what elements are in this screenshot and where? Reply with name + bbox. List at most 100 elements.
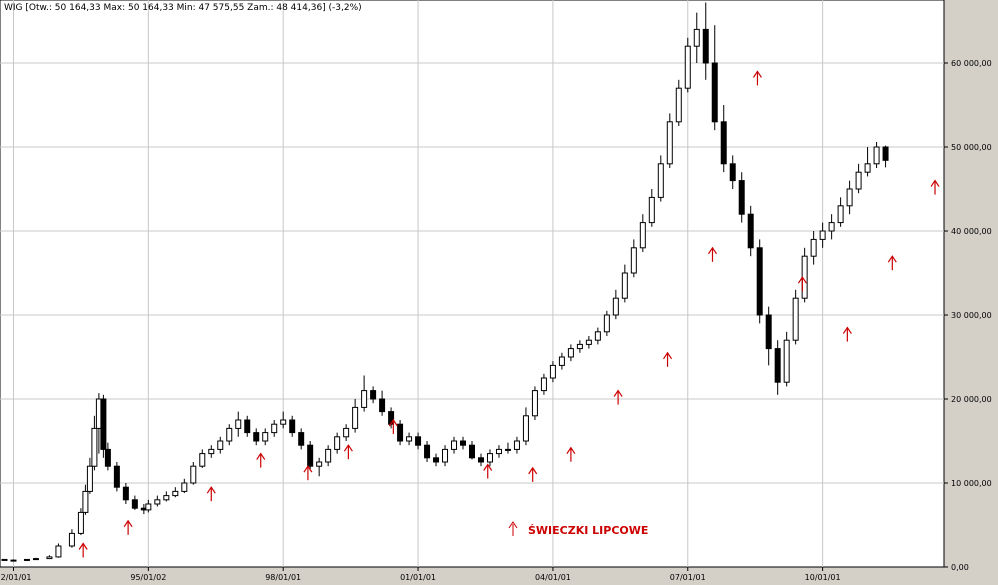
candle-body-up — [603, 314, 610, 333]
july-candle-arrow — [566, 446, 576, 462]
candle — [460, 436, 467, 450]
candle-body-up — [819, 230, 826, 240]
arrow-head — [483, 463, 493, 471]
y-tick-label: 20 000,00 — [951, 395, 992, 404]
candle — [451, 436, 458, 454]
candle-body-up — [828, 222, 835, 232]
annotation-arrow-head — [508, 521, 518, 529]
candle-body-up — [495, 448, 502, 455]
candle-body-down — [415, 436, 422, 446]
candle-body-up — [451, 440, 458, 450]
candle-body-up — [68, 532, 75, 547]
candle — [10, 559, 17, 562]
candle — [244, 415, 251, 437]
candle — [253, 428, 260, 446]
legend-annotation: ŚWIECZKI LIPCOWE — [508, 521, 648, 537]
july-candle-arrow — [752, 70, 762, 86]
candle-body-down — [104, 448, 111, 467]
candle-body-up — [846, 188, 853, 207]
candle — [415, 432, 422, 450]
july-candle-arrow — [797, 276, 807, 292]
candle-body-up — [316, 461, 323, 467]
candle-body-up — [504, 448, 511, 451]
candle — [522, 407, 529, 446]
candle — [810, 231, 817, 265]
candle-body-up — [82, 490, 89, 513]
candle — [100, 394, 107, 458]
candle — [181, 478, 188, 494]
candle — [262, 428, 269, 446]
candle-body-down — [774, 348, 781, 383]
candle-body-up — [684, 45, 691, 89]
candle-body-up — [32, 558, 39, 561]
candle — [23, 558, 30, 562]
x-tick-label: 07/01/01 — [670, 573, 706, 582]
candle-body-down — [729, 163, 736, 182]
candle-body-up — [226, 427, 233, 442]
candle-body-up — [693, 28, 700, 47]
candle-body-down — [100, 398, 107, 450]
candle — [32, 557, 39, 561]
candle-body-down — [122, 486, 129, 501]
july-candle-arrow — [707, 246, 717, 262]
candle — [549, 361, 556, 383]
candle-body-up — [235, 419, 242, 429]
candle-body-up — [334, 436, 341, 450]
candle — [172, 487, 179, 498]
candle — [711, 25, 718, 131]
july-candle-arrow — [388, 418, 398, 434]
candle-body-up — [630, 247, 637, 274]
candle — [131, 495, 138, 510]
candle — [576, 340, 583, 353]
candle-body-down — [307, 444, 314, 467]
candle-body-down — [253, 432, 260, 442]
candle — [567, 344, 574, 362]
x-tick-label: 95/01/02 — [130, 573, 166, 582]
arrow-head — [388, 418, 398, 427]
plot-background — [0, 0, 945, 568]
july-candle-arrow — [663, 351, 673, 367]
candle — [235, 411, 242, 437]
candle-body-up — [612, 297, 619, 316]
y-tick-label: 50 000,00 — [951, 143, 992, 152]
candle-body-up — [163, 495, 170, 501]
arrow-head — [303, 465, 313, 473]
candle-body-up — [199, 453, 206, 467]
candle — [55, 543, 62, 558]
candle — [864, 147, 871, 177]
july-candle-arrow — [123, 519, 133, 535]
candle-body-up — [873, 146, 880, 165]
candle — [122, 483, 129, 504]
candle-body-up — [86, 465, 93, 492]
candle-body-up — [639, 222, 646, 249]
candle — [469, 441, 475, 460]
candle-body-down — [720, 121, 727, 165]
candle — [289, 415, 296, 437]
candle — [585, 336, 592, 349]
candle-body-up — [55, 545, 62, 558]
candle — [639, 214, 646, 252]
candle — [756, 239, 763, 324]
candle — [801, 247, 808, 303]
candle-body-down — [131, 499, 138, 509]
candle-body-up — [23, 558, 30, 561]
candle-body-up — [91, 427, 98, 467]
candle — [612, 289, 619, 320]
candle-body-up — [585, 339, 592, 345]
candle-body-up — [549, 364, 556, 379]
candle — [406, 432, 413, 446]
candle — [199, 449, 206, 468]
july-candle-arrow — [930, 179, 940, 195]
arrow-head — [887, 255, 897, 263]
july-arrows — [78, 70, 940, 558]
candle-body-up — [621, 272, 628, 299]
candle-body-up — [792, 297, 799, 341]
july-candle-arrow — [78, 542, 88, 558]
candle — [504, 442, 511, 454]
candle — [190, 462, 197, 485]
candle-body-up — [531, 390, 538, 417]
candle — [397, 420, 404, 446]
candle — [837, 197, 844, 227]
candle-body-up — [190, 465, 197, 484]
